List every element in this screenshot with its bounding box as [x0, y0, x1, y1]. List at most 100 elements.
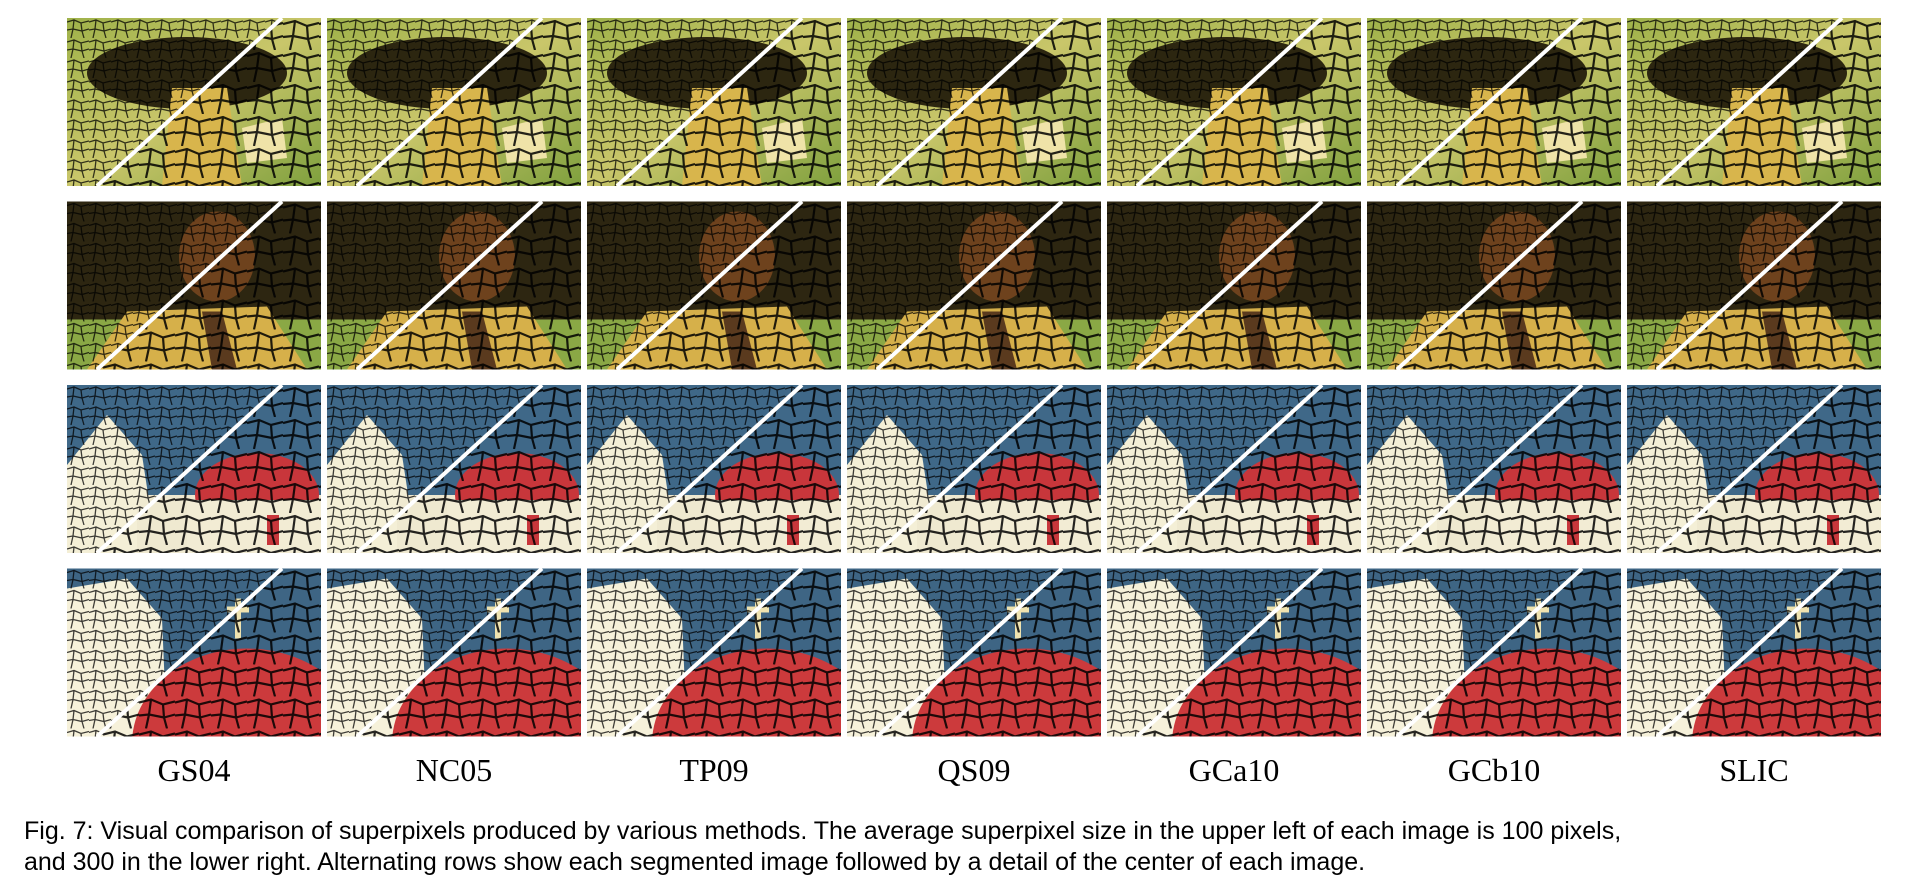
superpixels-small	[847, 201, 1062, 370]
segmented-image	[67, 385, 321, 553]
superpixels-large	[357, 18, 581, 186]
superpixels-large	[1657, 18, 1881, 186]
superpixels-large	[1137, 18, 1361, 186]
divider	[1655, 18, 1844, 186]
superpixels-small	[1367, 568, 1582, 737]
superpixels-small	[67, 568, 282, 737]
superpixels-large	[1397, 201, 1621, 370]
divider	[875, 385, 1064, 553]
superpixels-large	[1397, 385, 1621, 553]
segmented-image	[67, 568, 321, 737]
superpixels-small	[1627, 201, 1842, 370]
divider	[615, 568, 804, 737]
superpixels-large	[877, 568, 1101, 737]
superpixels-small	[1367, 201, 1582, 370]
superpixels-large	[97, 568, 321, 737]
superpixels-small	[67, 18, 282, 186]
superpixels-large	[1657, 385, 1881, 553]
divider	[1655, 568, 1844, 737]
superpixels-large	[357, 385, 581, 553]
divider	[95, 18, 284, 186]
divider	[1135, 18, 1324, 186]
column-label: NC05	[416, 752, 492, 788]
superpixels-small	[1367, 385, 1582, 553]
divider	[1135, 385, 1324, 553]
divider	[615, 18, 804, 186]
segmented-image	[587, 385, 841, 553]
segmented-image	[847, 18, 1101, 186]
segmented-image	[587, 568, 841, 737]
superpixels-large	[617, 18, 841, 186]
divider	[1395, 18, 1584, 186]
segmented-image	[327, 201, 581, 370]
superpixels-small	[327, 201, 542, 370]
superpixels-large	[1397, 568, 1621, 737]
segmented-image	[1107, 201, 1361, 370]
superpixels-small	[67, 201, 282, 370]
superpixels-large	[617, 201, 841, 370]
superpixels-large	[617, 568, 841, 737]
superpixels-small	[587, 568, 802, 737]
column-label: QS09	[938, 752, 1011, 788]
segmented-image	[1107, 18, 1361, 186]
segmented-image	[847, 385, 1101, 553]
superpixels-large	[877, 385, 1101, 553]
superpixels-small	[1107, 201, 1322, 370]
segmented-image	[1367, 18, 1621, 186]
segmented-image	[327, 18, 581, 186]
segmented-image	[1367, 385, 1621, 553]
superpixels-large	[877, 201, 1101, 370]
superpixels-small	[1627, 18, 1842, 186]
column-label: GS04	[158, 752, 231, 788]
superpixels-small	[1627, 385, 1842, 553]
superpixels-small	[1107, 385, 1322, 553]
segmented-image	[847, 201, 1101, 370]
divider	[1395, 385, 1584, 553]
superpixels-large	[97, 201, 321, 370]
segmented-image	[1367, 568, 1621, 737]
caption-line: Fig. 7: Visual comparison of superpixels…	[24, 817, 1621, 845]
superpixels-small	[847, 18, 1062, 186]
superpixels-small	[1107, 18, 1322, 186]
superpixels-small	[1627, 568, 1842, 737]
superpixels-large	[357, 201, 581, 370]
segmented-image	[1367, 201, 1621, 370]
divider	[1395, 568, 1584, 737]
segmented-image	[1627, 201, 1881, 370]
divider	[1655, 201, 1844, 370]
divider	[95, 201, 284, 370]
column-label: SLIC	[1719, 752, 1788, 788]
superpixels-large	[357, 568, 581, 737]
segmented-image	[327, 568, 581, 737]
segmented-image	[327, 385, 581, 553]
segmented-image	[67, 18, 321, 186]
divider	[1655, 385, 1844, 553]
divider	[1395, 201, 1584, 370]
superpixels-small	[847, 385, 1062, 553]
superpixels-small	[587, 201, 802, 370]
superpixels-small	[327, 568, 542, 737]
divider	[1135, 201, 1324, 370]
segmented-image	[1627, 385, 1881, 553]
divider	[615, 385, 804, 553]
superpixels-large	[1137, 385, 1361, 553]
superpixels-large	[1137, 568, 1361, 737]
divider	[875, 568, 1064, 737]
divider	[95, 568, 284, 737]
divider	[355, 18, 544, 186]
divider	[875, 18, 1064, 186]
divider	[95, 385, 284, 553]
superpixels-large	[1657, 201, 1881, 370]
segmented-image	[1627, 18, 1881, 186]
segmented-image	[1627, 568, 1881, 737]
superpixels-small	[327, 18, 542, 186]
superpixels-large	[1657, 568, 1881, 737]
segmented-image	[587, 201, 841, 370]
superpixels-small	[327, 385, 542, 553]
superpixels-small	[587, 18, 802, 186]
divider	[355, 568, 544, 737]
column-label: GCb10	[1448, 752, 1540, 788]
divider	[355, 385, 544, 553]
